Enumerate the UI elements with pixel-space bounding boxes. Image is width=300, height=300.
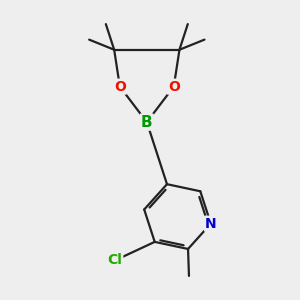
Text: Cl: Cl bbox=[107, 254, 122, 268]
Text: N: N bbox=[205, 217, 217, 231]
Text: B: B bbox=[141, 115, 153, 130]
Text: O: O bbox=[168, 80, 180, 94]
Text: O: O bbox=[114, 80, 126, 94]
